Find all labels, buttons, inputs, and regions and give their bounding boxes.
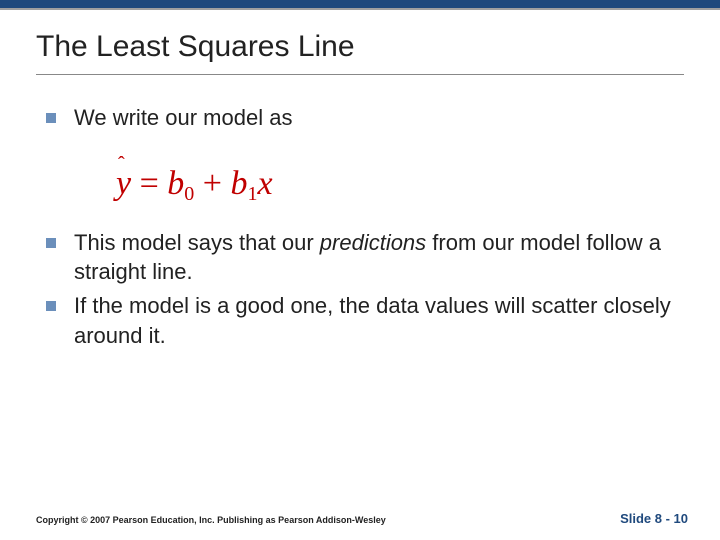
b0-b: b [167, 165, 184, 202]
slide-title: The Least Squares Line [36, 30, 684, 75]
b0-sub: 0 [184, 183, 194, 205]
bullet-list: We write our model as [36, 103, 684, 133]
y-hat: ˆ y [116, 165, 131, 203]
b1-b: b [230, 165, 247, 202]
slide-number: Slide 8 - 10 [620, 511, 688, 526]
plus-sign: + [194, 165, 230, 202]
bullet-2-italic: predictions [320, 230, 426, 255]
slide-content: The Least Squares Line We write our mode… [0, 10, 720, 350]
bullet-1: We write our model as [46, 103, 684, 133]
hat-symbol: ˆ [118, 153, 125, 176]
bullet-1-text: We write our model as [74, 105, 292, 130]
bullet-list-2: This model says that our predictions fro… [36, 228, 684, 351]
bullet-2-before: This model says that our [74, 230, 320, 255]
footer: Copyright © 2007 Pearson Education, Inc.… [36, 511, 688, 526]
equals-sign: = [131, 165, 167, 202]
b1-sub: 1 [247, 183, 257, 205]
bullet-2: This model says that our predictions fro… [46, 228, 684, 287]
equation: ˆ y = b0 + b1x [116, 165, 273, 202]
x-var: x [257, 165, 272, 202]
copyright-text: Copyright © 2007 Pearson Education, Inc.… [36, 515, 386, 525]
bullet-3: If the model is a good one, the data val… [46, 291, 684, 350]
bullet-3-text: If the model is a good one, the data val… [74, 293, 671, 348]
equation-block: ˆ y = b0 + b1x [36, 151, 684, 228]
top-accent-bar [0, 0, 720, 10]
